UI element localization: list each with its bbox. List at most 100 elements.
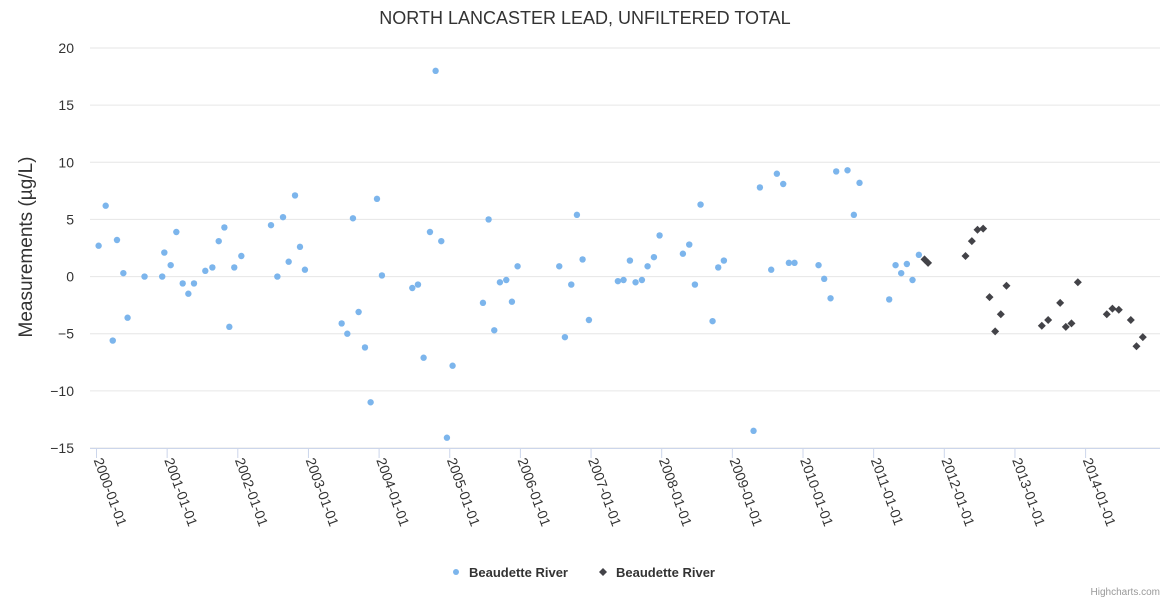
data-point-diamond[interactable] [1044,316,1053,324]
data-point-circle[interactable] [414,281,422,288]
data-point-circle[interactable] [378,272,386,279]
data-point-circle[interactable] [833,168,840,175]
data-point-circle[interactable] [620,276,627,284]
data-point-circle[interactable] [279,213,287,221]
data-point-circle[interactable] [632,279,639,286]
data-point-circle[interactable] [856,179,863,187]
data-point-circle[interactable] [909,276,916,284]
data-point-circle[interactable] [503,276,510,284]
data-point-circle[interactable] [915,251,923,259]
data-point-diamond[interactable] [991,327,1000,336]
data-point-circle[interactable] [785,259,793,267]
data-point-circle[interactable] [827,295,834,302]
data-point-circle[interactable] [420,354,427,361]
data-point-circle[interactable] [892,261,899,269]
data-point-circle[interactable] [508,298,516,305]
data-point-diamond[interactable] [924,258,933,267]
data-point-circle[interactable] [715,264,722,271]
data-point-circle[interactable] [568,281,575,288]
data-point-circle[interactable] [367,399,374,406]
data-point-circle[interactable] [644,263,651,270]
data-point-circle[interactable] [686,241,693,248]
data-point-circle[interactable] [238,252,245,260]
data-point-circle[interactable] [885,296,893,303]
data-point-diamond[interactable] [1114,305,1123,314]
data-point-circle[interactable] [338,320,345,327]
data-point-circle[interactable] [850,211,858,219]
data-point-circle[interactable] [102,202,109,209]
data-point-circle[interactable] [756,184,764,191]
data-point-circle[interactable] [750,427,757,435]
data-point-circle[interactable] [179,280,186,287]
data-point-circle[interactable] [697,201,704,208]
data-point-circle[interactable] [141,273,148,280]
data-point-diamond[interactable] [1108,304,1117,313]
data-point-circle[interactable] [650,253,658,261]
data-point-circle[interactable] [296,243,304,251]
data-point-circle[interactable] [573,211,581,219]
data-point-circle[interactable] [815,261,822,269]
legend[interactable]: Beaudette River Beaudette River [453,565,715,580]
data-point-circle[interactable] [898,269,905,277]
data-point-circle[interactable] [638,276,646,284]
data-point-circle[interactable] [109,337,116,344]
data-point-circle[interactable] [285,258,292,265]
data-point-circle[interactable] [614,277,622,285]
data-point-circle[interactable] [709,317,716,325]
data-point-diamond[interactable] [1067,319,1076,328]
data-point-circle[interactable] [432,67,439,75]
data-point-circle[interactable] [231,264,238,271]
data-point-diamond[interactable] [1138,333,1147,342]
data-point-circle[interactable] [120,269,127,277]
data-point-circle[interactable] [291,192,299,199]
data-point-circle[interactable] [190,280,198,287]
data-point-diamond[interactable] [979,224,988,233]
data-point-circle[interactable] [626,257,634,264]
data-point-circle[interactable] [820,275,828,283]
legend-item-series-2[interactable]: Beaudette River [599,565,715,580]
data-point-diamond[interactable] [1037,321,1046,330]
credits-link[interactable]: Highcharts.com [1091,587,1160,598]
data-point-circle[interactable] [209,264,216,271]
data-point-circle[interactable] [355,308,362,316]
data-point-circle[interactable] [479,299,487,307]
data-point-circle[interactable] [373,195,381,203]
data-point-circle[interactable] [221,224,228,231]
data-point-circle[interactable] [768,266,775,273]
data-point-circle[interactable] [159,273,166,280]
data-point-circle[interactable] [561,333,569,341]
data-point-circle[interactable] [585,316,593,324]
data-point-diamond[interactable] [1132,342,1141,351]
data-point-diamond[interactable] [961,252,970,260]
data-point-circle[interactable] [780,180,787,188]
data-point-diamond[interactable] [1056,298,1065,307]
data-point-diamond[interactable] [1002,281,1011,290]
data-point-circle[interactable] [301,266,309,273]
data-point-circle[interactable] [691,281,699,288]
data-point-circle[interactable] [773,170,781,177]
data-point-circle[interactable] [438,237,445,245]
data-point-diamond[interactable] [1102,310,1111,319]
data-point-circle[interactable] [496,279,504,286]
data-point-circle[interactable] [202,267,209,275]
legend-item-series-1[interactable]: Beaudette River [453,565,568,580]
data-point-circle[interactable] [124,314,131,321]
data-point-circle[interactable] [161,249,168,256]
data-point-circle[interactable] [226,323,233,331]
data-point-circle[interactable] [679,250,687,257]
data-point-circle[interactable] [720,257,728,264]
data-point-circle[interactable] [215,237,222,245]
data-point-circle[interactable] [95,242,102,249]
data-point-circle[interactable] [361,344,369,351]
data-point-diamond[interactable] [967,237,976,246]
data-point-circle[interactable] [274,273,281,280]
data-point-circle[interactable] [656,232,663,239]
data-point-circle[interactable] [556,263,563,270]
data-point-diamond[interactable] [996,310,1005,319]
data-point-diamond[interactable] [1061,322,1070,331]
data-point-circle[interactable] [579,256,586,263]
data-point-diamond[interactable] [1126,316,1135,324]
data-point-circle[interactable] [903,260,911,268]
data-point-circle[interactable] [844,167,851,174]
data-point-diamond[interactable] [985,293,994,302]
